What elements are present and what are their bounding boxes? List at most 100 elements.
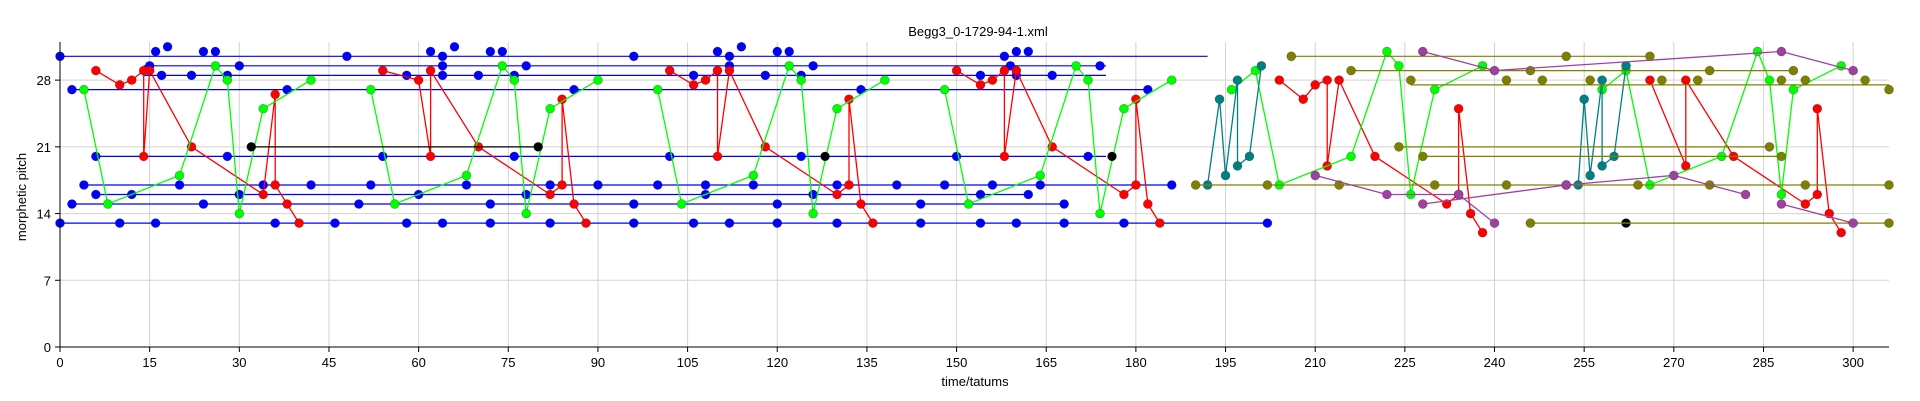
data-point — [234, 61, 245, 71]
data-point — [1752, 46, 1763, 57]
data-point — [1232, 75, 1243, 85]
data-point — [1848, 65, 1858, 76]
data-point — [210, 61, 221, 71]
data-point — [1561, 51, 1572, 62]
data-point — [425, 65, 436, 76]
data-point — [1154, 218, 1165, 228]
data-point — [1166, 75, 1177, 85]
data-point — [581, 218, 591, 228]
data-point — [401, 70, 412, 81]
data-point — [1119, 103, 1129, 114]
data-point — [246, 142, 257, 152]
data-point — [748, 180, 759, 190]
data-point — [1059, 199, 1069, 209]
data-point — [1836, 227, 1846, 238]
data-point — [1406, 75, 1416, 85]
data-point — [1884, 84, 1894, 95]
data-point — [856, 199, 866, 209]
data-point — [832, 218, 842, 228]
data-point — [150, 46, 161, 57]
data-point — [1244, 151, 1255, 162]
data-point — [1011, 46, 1022, 57]
data-point — [1262, 218, 1273, 228]
data-point — [688, 80, 699, 90]
data-point — [521, 61, 532, 71]
x-tick-label: 75 — [501, 355, 515, 370]
data-point — [1119, 218, 1129, 228]
data-point — [1800, 199, 1811, 209]
series-path — [657, 64, 886, 214]
data-point — [1095, 61, 1105, 71]
data-point — [1477, 227, 1488, 238]
data-point — [1232, 161, 1243, 171]
data-point — [1489, 218, 1500, 228]
data-point — [772, 46, 783, 57]
data-point — [700, 75, 711, 85]
series — [79, 46, 1846, 219]
data-point — [330, 218, 340, 228]
data-point — [1597, 161, 1607, 171]
data-point — [1453, 103, 1464, 114]
x-tick-label: 30 — [232, 355, 246, 370]
data-point — [1477, 61, 1488, 71]
data-point — [724, 218, 735, 228]
data-point — [485, 199, 496, 209]
data-point — [1884, 218, 1894, 228]
data-point — [688, 70, 699, 81]
data-point — [652, 84, 663, 95]
series-path — [370, 64, 599, 214]
data-point — [1298, 94, 1309, 104]
series-path — [1422, 50, 1854, 72]
data-point — [1453, 189, 1464, 200]
series-path — [1781, 203, 1854, 224]
data-point — [784, 61, 795, 71]
data-point — [629, 199, 639, 209]
data-point — [79, 84, 89, 95]
data-point — [1561, 180, 1572, 190]
data-point — [748, 170, 759, 181]
data-point — [1836, 61, 1846, 71]
data-point — [1394, 61, 1404, 71]
x-tick-label: 15 — [142, 355, 156, 370]
data-point — [1525, 218, 1536, 228]
data-point — [413, 75, 424, 85]
data-point — [832, 189, 842, 200]
series-path — [382, 68, 587, 224]
data-point — [509, 75, 520, 85]
data-point — [1011, 65, 1022, 76]
data-point — [294, 218, 304, 228]
x-tick-label: 255 — [1573, 355, 1595, 370]
data-point — [156, 70, 167, 81]
data-point — [1417, 199, 1428, 209]
data-point — [509, 151, 520, 162]
data-point — [593, 180, 603, 190]
x-tick-label: 150 — [946, 355, 968, 370]
data-point — [1740, 189, 1751, 200]
data-point — [270, 89, 280, 100]
data-point — [437, 218, 448, 228]
data-point — [210, 46, 221, 57]
data-point — [832, 103, 842, 114]
data-point — [1657, 75, 1667, 85]
data-point — [114, 218, 125, 228]
data-point — [712, 65, 723, 76]
data-point — [545, 180, 555, 190]
data-point — [270, 218, 280, 228]
series-path — [1231, 50, 1483, 195]
data-point — [951, 65, 962, 76]
data-point — [1704, 65, 1715, 76]
data-point — [1220, 170, 1231, 181]
series-path — [1315, 174, 1495, 224]
data-point — [1417, 46, 1428, 57]
x-tick-label: 180 — [1125, 355, 1147, 370]
data-point — [1585, 75, 1595, 85]
data-point — [1190, 180, 1201, 190]
y-tick-label: 7 — [44, 273, 51, 288]
data-point — [1131, 180, 1141, 190]
data-point — [67, 199, 77, 209]
data-point — [258, 180, 269, 190]
data-point — [497, 61, 508, 71]
data-point — [150, 218, 161, 228]
data-point — [377, 65, 388, 76]
data-point — [545, 218, 555, 228]
